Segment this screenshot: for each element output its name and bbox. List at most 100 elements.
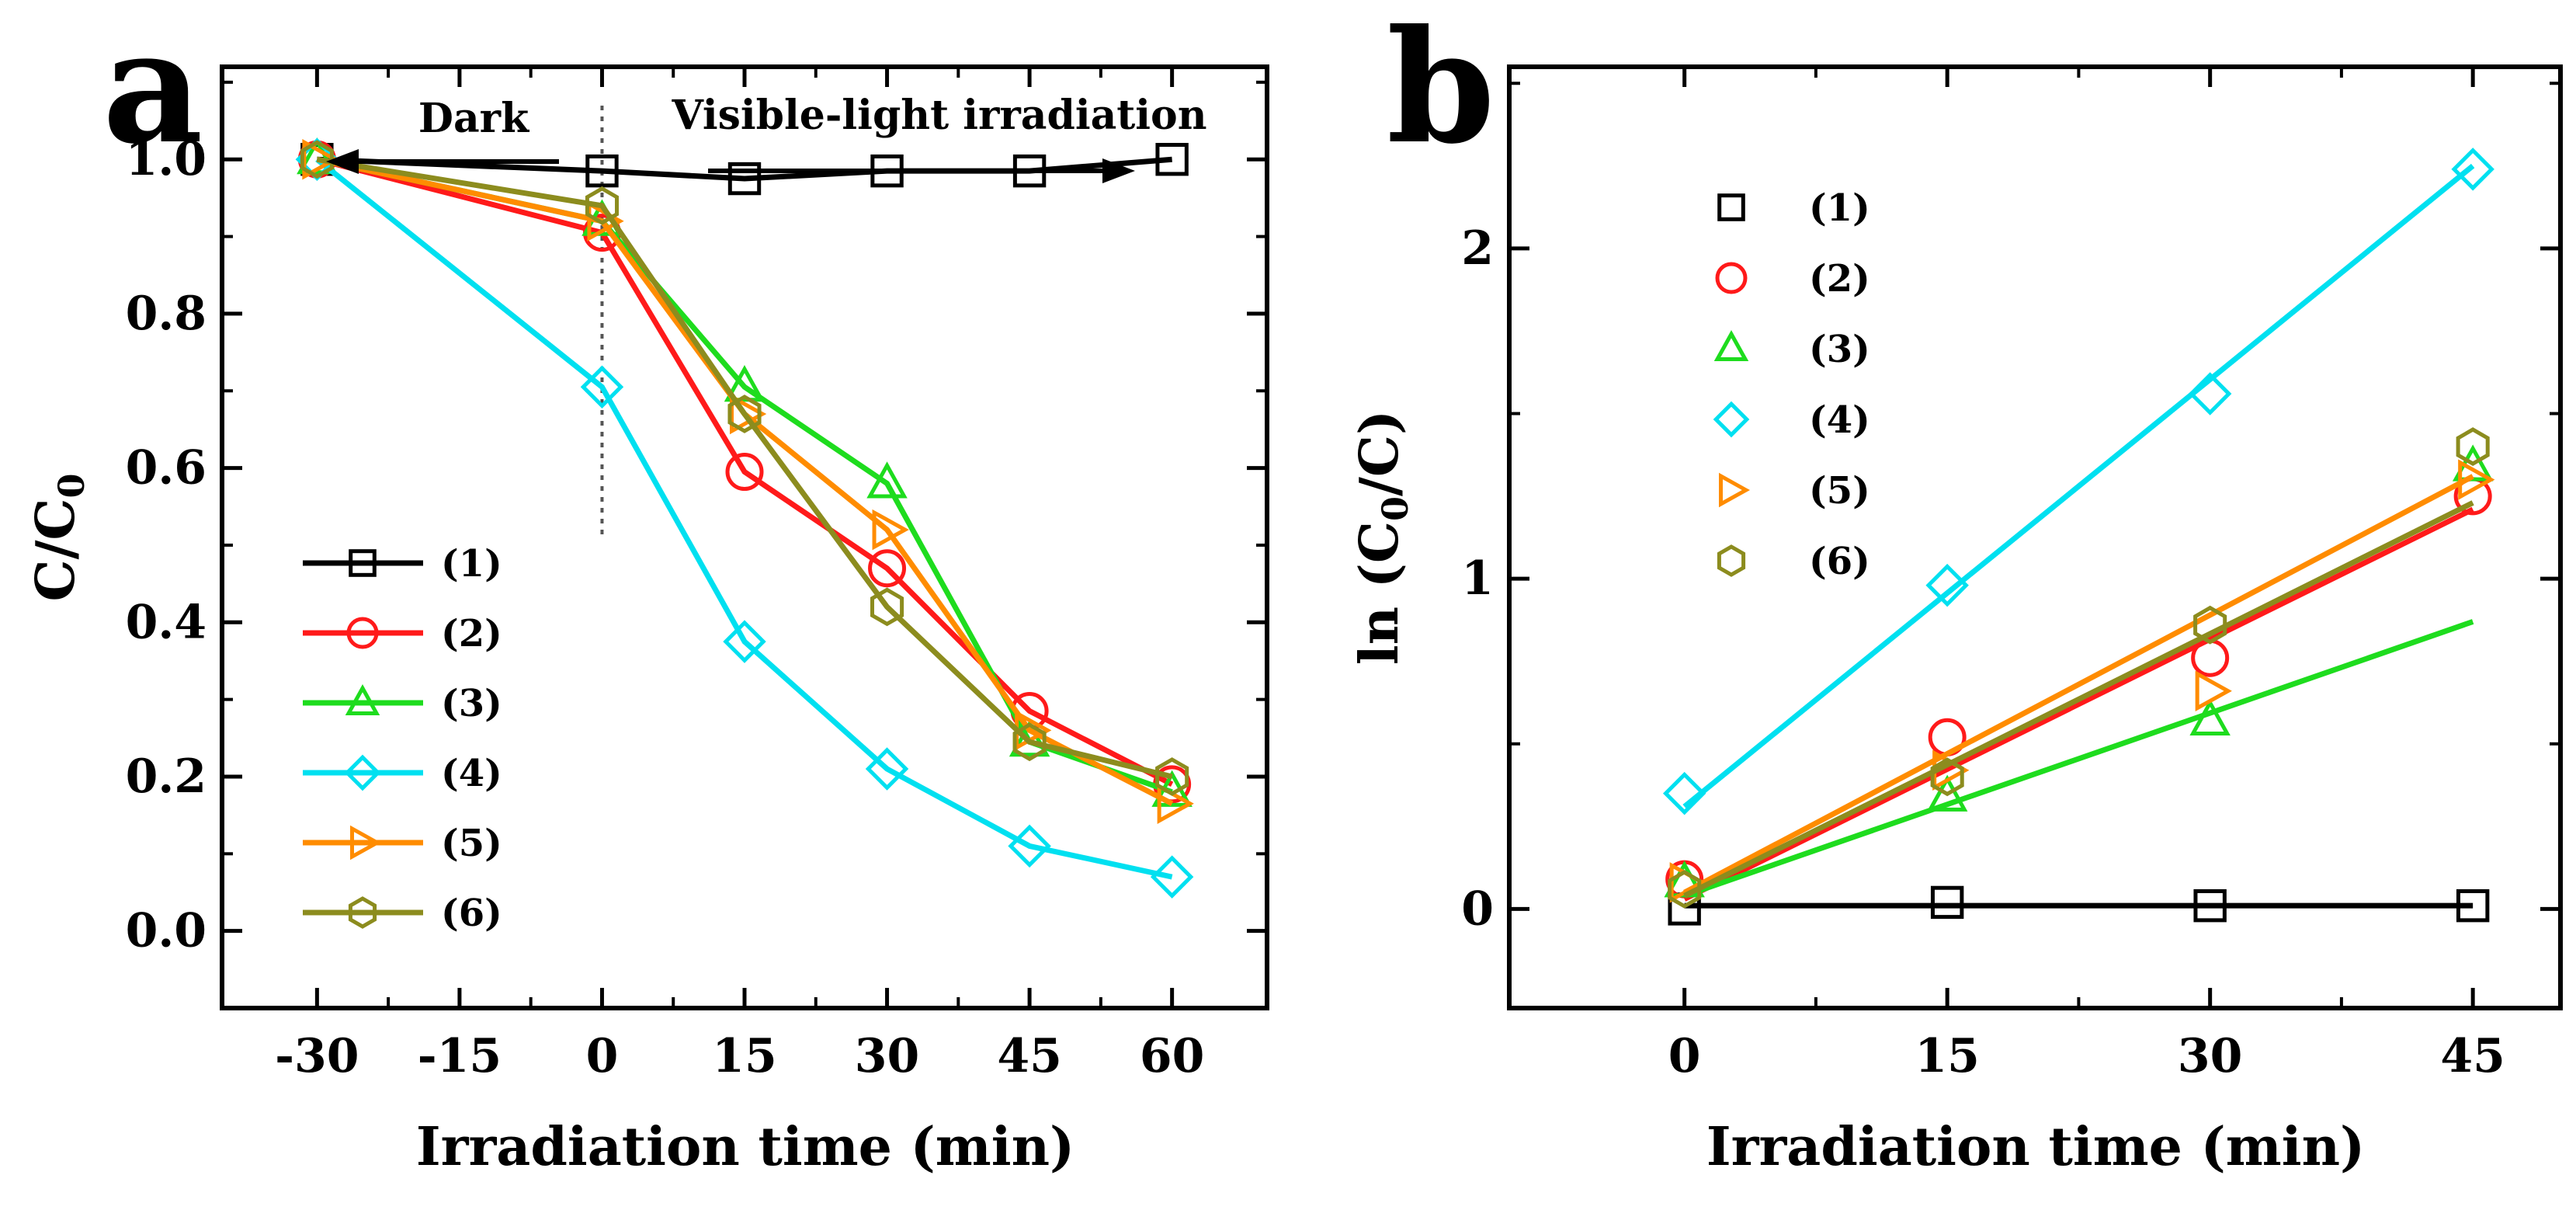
legend-marker: [350, 825, 382, 861]
y-tick-label: 0.0: [126, 904, 207, 958]
panel-b-x-axis-title: Irradiation time (min): [1706, 1116, 2365, 1178]
panel-b-y-title-post: /C): [1349, 410, 1411, 496]
visible-light-annotation: Visible-light irradiation: [671, 92, 1206, 139]
data-point: [585, 186, 620, 225]
fit-line: [1683, 506, 2474, 902]
x-tick-label: 60: [1140, 1029, 1205, 1083]
data-point: [1930, 757, 1964, 797]
data-point: [302, 138, 339, 180]
data-point: [1012, 722, 1047, 762]
panel-b-axes: 0 15 30 45 0 1 2: [1461, 67, 2560, 1083]
legend-label: (1): [1809, 186, 1870, 230]
data-point: [1668, 870, 1702, 909]
data-point: [723, 620, 766, 663]
fit-line: [1682, 163, 2475, 809]
legend-item-6: (6): [303, 892, 502, 935]
panel-a-x-axis-title: Irradiation time (min): [416, 1116, 1074, 1178]
data-point: [2456, 888, 2490, 923]
data-point: [730, 393, 767, 435]
legend-marker: [348, 896, 377, 929]
legend-item-5: (5): [303, 822, 502, 865]
legend-marker: [1713, 401, 1750, 438]
data-point: [2188, 372, 2232, 416]
panel-b-legend: (1) (2) (3) (4) (5) (6): [1713, 186, 1870, 583]
fit-line: [1683, 474, 2474, 895]
x-tick-label: 15: [712, 1029, 777, 1083]
data-point: [1155, 143, 1189, 176]
panel-a-legend: (1) (2) (3) (4) (5) (6): [303, 542, 502, 935]
data-point: [1155, 757, 1189, 796]
legend-label: (3): [441, 682, 502, 725]
legend-label: (6): [1809, 540, 1870, 583]
legend-item-3: (3): [303, 682, 502, 725]
x-tick-label: 0: [1668, 1029, 1701, 1083]
data-point: [2451, 148, 2494, 191]
x-tick-label: 30: [2178, 1029, 2243, 1083]
legend-item-1: (1): [1717, 186, 1870, 230]
panel-a: -30 -15 0 15 30 45 60 0.0 0.2 0.4 0.6 0.8 1.0 a Irra…: [25, 0, 1269, 1178]
fit-line: [1683, 619, 2474, 899]
data-point: [1150, 855, 1194, 899]
series-6: [1668, 427, 2490, 909]
data-point: [1009, 720, 1050, 757]
legend-label: (5): [1809, 469, 1870, 513]
data-point: [300, 140, 334, 179]
y-tick-label: 0.6: [126, 441, 207, 495]
legend-item-5: (5): [1719, 469, 1870, 513]
legend-marker: [1717, 193, 1745, 221]
data-point: [727, 162, 762, 196]
x-tick-label: 0: [586, 1029, 619, 1083]
legend-marker: [1715, 262, 1748, 294]
data-point: [725, 453, 764, 492]
y-tick-label: 1.0: [126, 132, 207, 186]
data-point: [870, 587, 904, 627]
y-tick-label: 0: [1461, 881, 1494, 936]
data-point: [1008, 824, 1051, 868]
legend-label: (4): [1809, 398, 1870, 442]
series-line: [316, 156, 1174, 788]
x-tick-label: 45: [2440, 1029, 2505, 1083]
data-point: [2193, 888, 2227, 923]
legend-label: (3): [1809, 328, 1870, 371]
data-point: [2189, 698, 2231, 736]
legend-item-3: (3): [1713, 328, 1870, 371]
legend-item-1: (1): [303, 542, 502, 586]
legend-marker: [1719, 472, 1751, 508]
legend-marker: [1717, 544, 1746, 577]
y-tick-label: 0.2: [126, 749, 207, 804]
x-tick-label: -15: [418, 1029, 502, 1083]
series-line: [316, 156, 1173, 780]
legend-item-4: (4): [303, 752, 502, 795]
legend-item-4: (4): [1713, 398, 1870, 442]
x-tick-label: 45: [997, 1029, 1062, 1083]
data-point: [2195, 670, 2232, 711]
panel-b: 0 15 30 45 0 1 2 b Irradiation time (min) ln (…: [1349, 0, 2563, 1178]
panel-a-plot-area: [295, 106, 1194, 899]
data-point: [865, 747, 909, 791]
legend-item-2: (2): [1715, 257, 1870, 301]
data-point: [580, 365, 624, 409]
legend-label: (4): [441, 752, 502, 795]
legend-marker: [349, 549, 377, 577]
data-point: [585, 154, 619, 188]
series-6: [300, 140, 1189, 796]
data-point: [297, 137, 338, 175]
y-tick-label: 0.8: [126, 287, 207, 341]
legend-label: (1): [441, 542, 502, 586]
panel-a-y-title-main: C/C: [25, 498, 87, 601]
data-point: [1157, 783, 1194, 824]
data-point: [872, 509, 909, 551]
legend-label: (2): [1809, 257, 1870, 301]
panel-b-plot-area: [1662, 148, 2495, 926]
legend-label: (2): [441, 612, 502, 655]
series-line: [316, 156, 1174, 806]
panel-a-y-title-sub: 0: [50, 473, 92, 498]
data-point: [1925, 563, 1969, 607]
panel-a-letter: a: [102, 0, 203, 179]
data-point: [2193, 605, 2227, 645]
y-tick-label: 1: [1461, 551, 1494, 606]
legend-marker: [1713, 329, 1749, 361]
data-point: [868, 549, 907, 588]
data-point: [1930, 885, 1964, 920]
visible-light-arrow: [708, 158, 1135, 183]
